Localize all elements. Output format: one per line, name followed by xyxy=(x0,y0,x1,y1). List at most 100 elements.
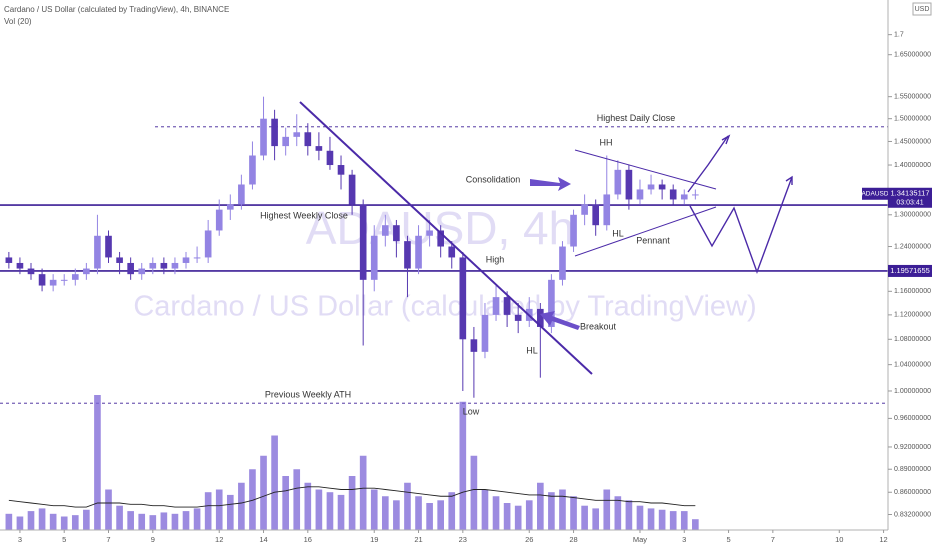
candle-body xyxy=(271,118,278,147)
volume-bar xyxy=(581,505,588,530)
volume-bar xyxy=(393,500,400,530)
candle-body xyxy=(94,235,101,269)
volume-bar xyxy=(38,508,46,530)
candle-body xyxy=(658,184,666,190)
y-tick-label: 1.55000000 xyxy=(894,94,931,101)
volume-bar xyxy=(437,500,444,530)
volume-bar xyxy=(127,511,134,530)
volume-bar xyxy=(470,455,478,530)
countdown: 03:03:41 xyxy=(896,200,923,207)
candle-body xyxy=(49,279,57,286)
candle-body xyxy=(459,257,467,340)
volume-bar xyxy=(249,469,256,530)
volume-bar xyxy=(49,513,57,530)
candle-body xyxy=(304,132,312,147)
x-tick-label: 5 xyxy=(726,535,730,544)
volume-bar xyxy=(326,492,334,530)
x-tick-label: 7 xyxy=(106,535,110,544)
volume-bar xyxy=(680,511,688,530)
y-tick-label: 1.00000000 xyxy=(894,388,931,395)
projection-zigzag xyxy=(689,176,793,275)
volume-bar xyxy=(271,435,278,530)
candle-body xyxy=(105,235,112,258)
x-tick-label: 28 xyxy=(569,535,577,544)
currency-badge xyxy=(912,2,932,16)
annotation: HL xyxy=(526,345,538,355)
candle-body xyxy=(60,279,68,281)
volume-bar xyxy=(415,496,422,530)
x-tick-label: 10 xyxy=(835,535,843,544)
volume-bar xyxy=(348,476,356,530)
volume-ma xyxy=(8,486,696,508)
candle-body xyxy=(393,225,400,242)
volume-bar xyxy=(559,489,566,530)
candle-body xyxy=(404,241,411,269)
y-tick-label: 1.65000000 xyxy=(894,52,931,59)
volume-bar xyxy=(381,496,389,530)
arrow-breakout xyxy=(540,311,580,330)
candle-body xyxy=(5,257,13,263)
x-tick-label: 12 xyxy=(879,535,887,544)
volume-bar xyxy=(537,482,544,530)
candle-body xyxy=(38,274,46,286)
volume-bar xyxy=(669,511,677,530)
candle-body xyxy=(636,189,644,200)
candle-body xyxy=(16,262,24,269)
volume-bar xyxy=(525,500,533,530)
candle-body xyxy=(481,314,489,352)
volume-bar xyxy=(370,489,378,530)
volume-bar xyxy=(16,516,24,530)
x-tick-label: 12 xyxy=(215,535,223,544)
annotation: HH xyxy=(600,137,613,147)
volume-bar xyxy=(692,519,699,530)
volume-bar xyxy=(614,496,622,530)
annotation: High xyxy=(486,254,505,264)
y-tick-label: 0.96000000 xyxy=(894,415,931,422)
x-tick-label: 23 xyxy=(459,535,467,544)
volume-bar xyxy=(404,482,411,530)
volume-bar xyxy=(260,455,267,530)
symbol-label: ADAUSD xyxy=(861,190,888,197)
candles xyxy=(5,96,699,398)
volume-bar xyxy=(304,482,312,530)
candle-body xyxy=(71,274,79,280)
candle-body xyxy=(348,174,356,205)
volume-bar xyxy=(160,512,168,530)
volume-bar xyxy=(647,508,655,530)
x-tick-label: May xyxy=(633,535,647,544)
candle-body xyxy=(326,150,334,166)
arrow-head xyxy=(785,175,793,185)
price-label: 1.19571655 xyxy=(890,266,930,275)
level-label: Previous Weekly ATH xyxy=(265,390,351,400)
volume-bar xyxy=(149,515,157,530)
x-tick-label: 21 xyxy=(414,535,422,544)
pennant-upper xyxy=(574,149,717,190)
candle-body xyxy=(149,262,157,269)
candle-body xyxy=(193,257,201,259)
last-price-box xyxy=(888,187,932,208)
volume-bar xyxy=(492,496,500,530)
candle-body xyxy=(614,169,622,195)
time-axis: 3 5 7 9 12 14 16 19 21 23 26 28 May 3 5 7 10 12 xyxy=(0,529,932,550)
candle-body xyxy=(249,155,256,185)
candle-body xyxy=(315,146,323,151)
candle-body xyxy=(669,189,677,200)
candle-body xyxy=(204,230,212,258)
volume-bar xyxy=(592,508,600,530)
candle-body xyxy=(470,339,478,352)
volume-bar xyxy=(570,496,577,530)
chart-title: Cardano / US Dollar (calculated by Tradi… xyxy=(4,5,229,14)
candle-body xyxy=(127,262,134,275)
candle-body xyxy=(581,204,588,215)
currency: USD xyxy=(915,6,930,13)
candle-body xyxy=(680,194,688,200)
arrow-consolidation xyxy=(530,177,571,191)
volume-bar xyxy=(658,509,666,530)
y-tick-label: 1.08000000 xyxy=(894,336,931,343)
candle-body xyxy=(647,184,655,190)
y-tick-label: 1.30000000 xyxy=(894,212,931,219)
candle-body xyxy=(116,257,123,263)
volume-bar xyxy=(603,489,611,530)
trend-line xyxy=(299,101,593,375)
